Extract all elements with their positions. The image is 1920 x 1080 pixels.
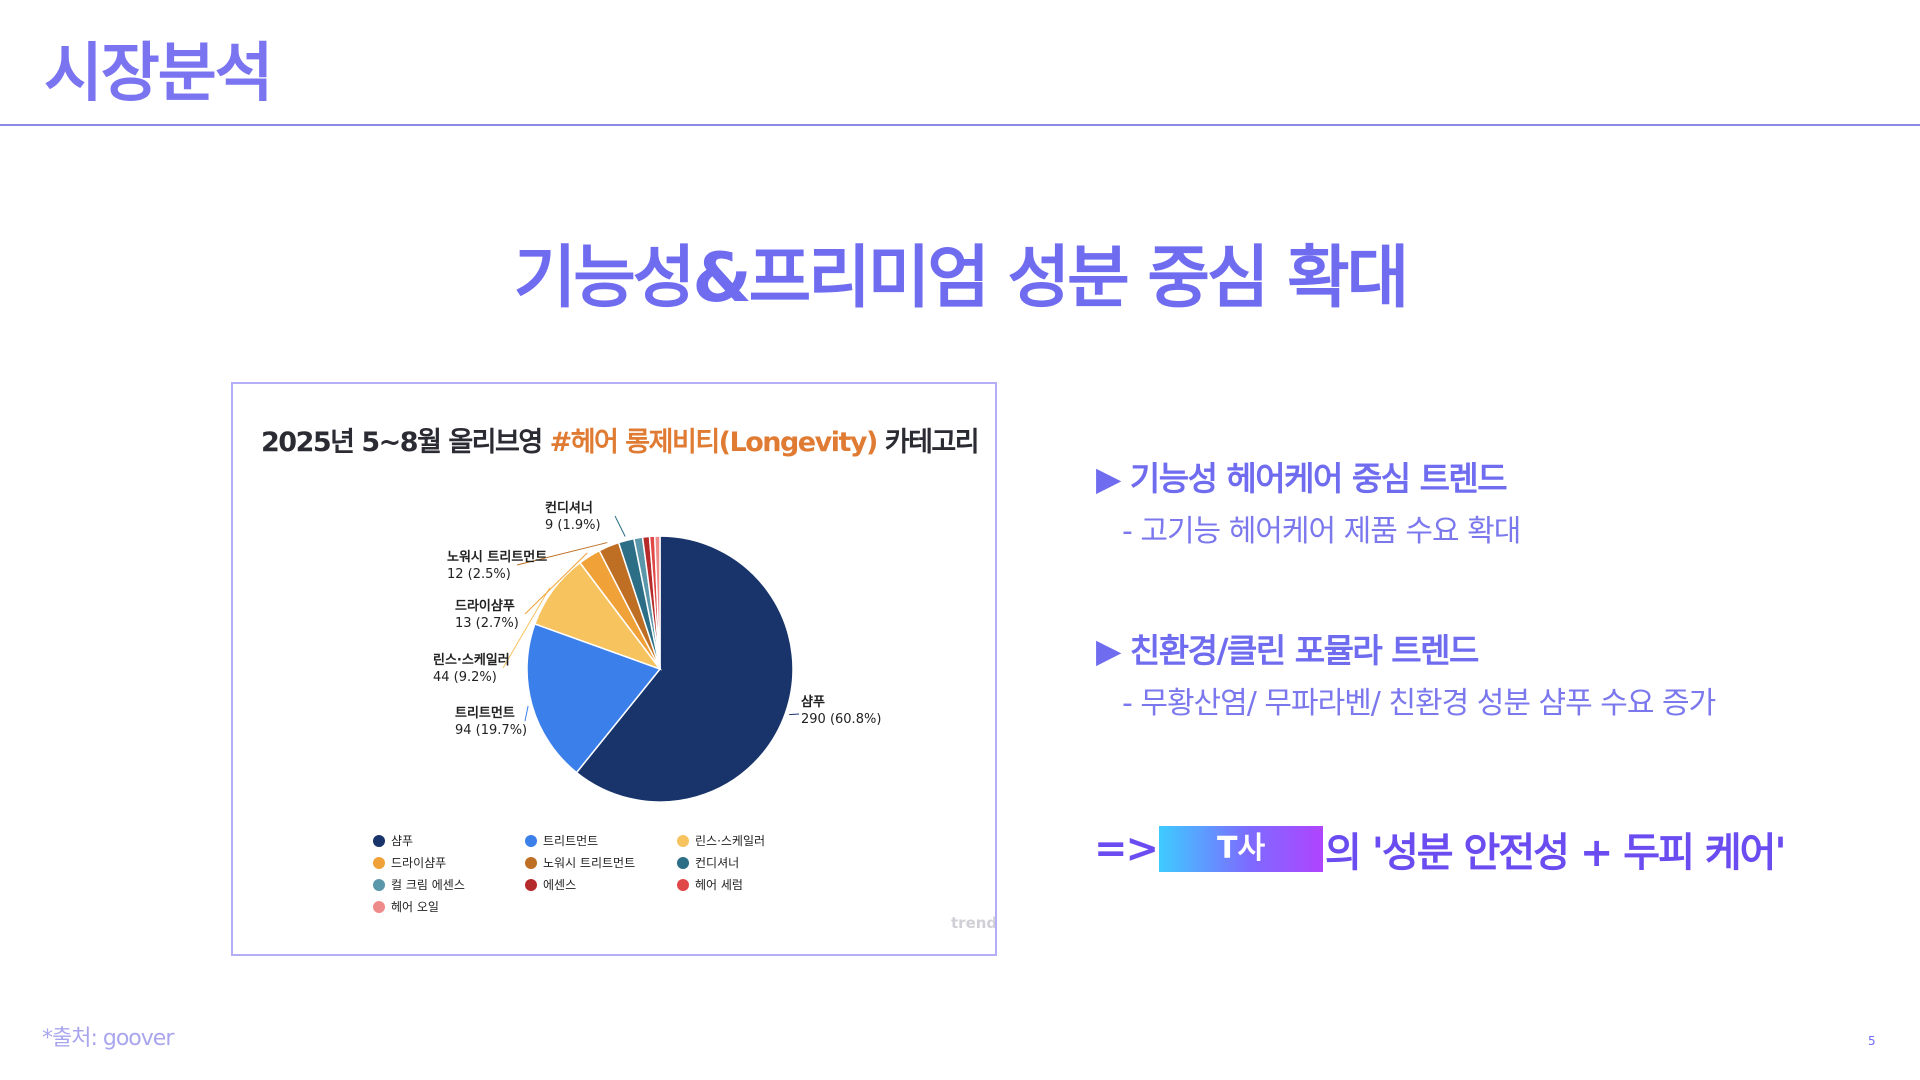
pie-label-name: 린스·스케일러 <box>433 652 510 668</box>
legend-item: 샴푸 <box>373 832 413 849</box>
legend-swatch <box>677 834 689 847</box>
legend-swatch <box>525 834 537 847</box>
legend-item: 컨디셔너 <box>677 854 739 871</box>
pie-label-name: 샴푸 <box>801 694 825 710</box>
pie-leader-line <box>614 515 626 537</box>
pie-slice <box>533 561 663 671</box>
legend-item: 에센스 <box>525 876 576 893</box>
legend-label: 에센스 <box>543 878 577 892</box>
legend-item: 트리트먼트 <box>525 832 598 849</box>
legend-item: 드라이샴푸 <box>373 854 446 871</box>
pie-label-value: 44 (9.2%) <box>433 670 497 685</box>
pie-label-name: 컨디셔너 <box>545 500 593 516</box>
chart-title-accent: #헤어 롱제비티(Longevity) <box>549 427 879 458</box>
bullet-functional: ▶ 기능성 헤어케어 중심 트렌드 - 고기능 헤어케어 제품 수요 확대 <box>1096 452 1521 550</box>
legend-item: 린스·스케일러 <box>677 832 765 849</box>
legend-item: 컬 크림 에센스 <box>373 876 465 893</box>
pie-slice <box>526 622 662 774</box>
pie-chart: 샴푸 290 (60.8%) 트리트먼트 94 (19.7%) 린스·스케일러 44 (9… <box>433 500 881 803</box>
pie-label-value: 12 (2.5%) <box>447 567 511 582</box>
legend-label: 노워시 트리트먼트 <box>543 856 636 870</box>
pie-label-value: 13 (2.7%) <box>455 616 519 631</box>
legend-swatch <box>373 878 385 891</box>
pie-leader-line <box>524 552 588 615</box>
legend-label: 컨디셔너 <box>695 856 740 870</box>
legend-label: 헤어 오일 <box>391 900 439 914</box>
pie-label-name: 노워시 트리트먼트 <box>447 549 547 565</box>
chart-title-tail: 카테고리 <box>876 427 980 458</box>
conclusion-text: 의 '성분 안전성 + 두피 케어' <box>1325 830 1787 876</box>
conclusion: => T사 의 '성분 안전성 + 두피 케어' <box>1094 820 1787 878</box>
pie-label-value: 94 (19.7%) <box>455 723 527 738</box>
legend-label: 컬 크림 에센스 <box>391 878 465 892</box>
page-number: 5 <box>1868 1034 1876 1048</box>
bullet-eco: ▶ 친환경/클린 포뮬라 트렌드 - 무황산염/ 무파라벤/ 친환경 성분 샴푸… <box>1096 624 1716 722</box>
slide-title: 시장분석 <box>44 37 274 111</box>
legend-swatch <box>373 856 385 869</box>
pie-leader-line <box>502 587 551 669</box>
legend-label: 린스·스케일러 <box>695 834 766 848</box>
pie-label-value: 290 (60.8%) <box>801 712 881 727</box>
pie-slice <box>653 535 661 670</box>
watermark: trendie <box>951 914 997 932</box>
source-note: *출처: goover <box>42 1026 174 1051</box>
headline: 기능성&프리미엄 성분 중심 확대 <box>513 239 1410 318</box>
legend-swatch <box>525 856 537 869</box>
legend-swatch <box>373 900 385 913</box>
legend-label: 트리트먼트 <box>543 834 599 848</box>
pie-leader-line <box>789 713 800 716</box>
bullet-sub: - 고기능 헤어케어 제품 수요 확대 <box>1122 514 1521 549</box>
legend-label: 헤어 세럼 <box>695 878 743 892</box>
chart-card: 2025년 5~8월 올리브영 #헤어 롱제비티(Longevity) 카테고리… <box>231 382 997 956</box>
pie-leader-line <box>524 705 529 722</box>
legend-item: 헤어 세럼 <box>677 876 743 893</box>
legend-swatch <box>677 856 689 869</box>
pie-label-name: 트리트먼트 <box>455 705 515 721</box>
legend-item: 헤어 오일 <box>373 898 439 915</box>
pie-leader-line <box>516 542 608 566</box>
pie-slice <box>575 535 794 803</box>
company-badge: T사 <box>1159 826 1324 872</box>
chart-title-main: 2025년 5~8월 올리브영 <box>261 427 550 458</box>
bullet-head: ▶ 기능성 헤어케어 중심 트렌드 <box>1096 459 1508 498</box>
conclusion-arrow: => <box>1094 826 1159 872</box>
bullet-sub: - 무황산염/ 무파라벤/ 친환경 성분 샴푸 수요 증가 <box>1122 686 1716 721</box>
pie-label-name: 드라이샴푸 <box>455 598 515 614</box>
legend-swatch <box>677 878 689 891</box>
legend-label: 드라이샴푸 <box>391 856 447 870</box>
legend-label: 샴푸 <box>391 834 414 848</box>
legend-swatch <box>525 878 537 891</box>
title-divider <box>0 124 1920 126</box>
legend-item: 노워시 트리트먼트 <box>525 854 635 871</box>
pie-label-value: 9 (1.9%) <box>545 518 601 533</box>
legend-swatch <box>373 834 385 847</box>
chart-title: 2025년 5~8월 올리브영 #헤어 롱제비티(Longevity) 카테고리 <box>261 420 980 459</box>
bullet-head: ▶ 친환경/클린 포뮬라 트렌드 <box>1096 631 1479 670</box>
